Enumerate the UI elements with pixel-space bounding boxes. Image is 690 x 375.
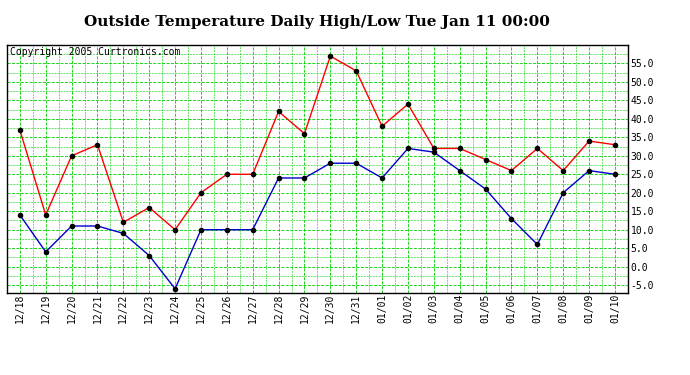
Text: Copyright 2005 Curtronics.com: Copyright 2005 Curtronics.com: [10, 48, 180, 57]
Text: Outside Temperature Daily High/Low Tue Jan 11 00:00: Outside Temperature Daily High/Low Tue J…: [84, 15, 551, 29]
